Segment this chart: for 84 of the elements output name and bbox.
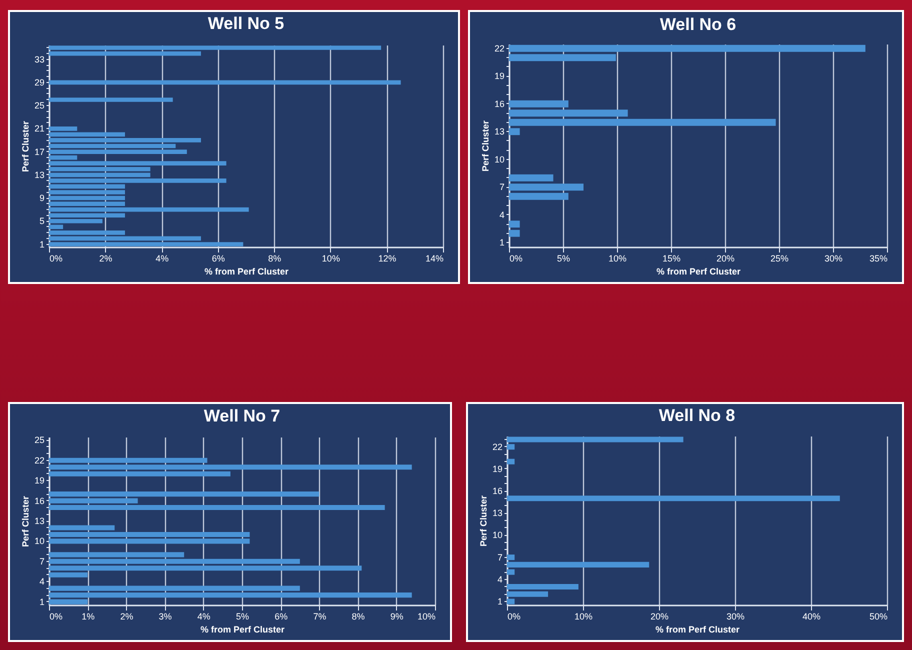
- y-axis-title: Perf Cluster: [20, 496, 30, 548]
- x-axis-title: % from Perf Cluster: [656, 266, 741, 276]
- x-tick-label: 15%: [662, 254, 681, 264]
- y-tick-label: 4: [499, 210, 504, 220]
- y-tick-label: 10: [34, 536, 44, 546]
- bar: [49, 599, 88, 604]
- y-axis-title: Perf Cluster: [478, 495, 488, 547]
- x-tick-label: 35%: [869, 254, 888, 264]
- y-tick-label: 7: [499, 182, 504, 192]
- y-tick-label: 9: [39, 193, 44, 204]
- x-tick-label: 0%: [50, 612, 63, 622]
- y-tick-label: 16: [34, 496, 44, 506]
- y-tick-label: 13: [492, 508, 502, 518]
- x-tick-label: 4%: [156, 254, 169, 264]
- x-tick-label: 10%: [322, 254, 340, 264]
- x-tick-label: 0%: [508, 612, 521, 622]
- chart-title: Well No 5: [208, 14, 284, 34]
- x-tick-label: 10%: [574, 612, 593, 622]
- x-axis-title: % from Perf Cluster: [655, 624, 740, 634]
- x-tick-label: 2%: [99, 254, 112, 264]
- y-tick-label: 29: [34, 77, 44, 88]
- y-tick-label: 33: [34, 54, 44, 64]
- bar: [49, 471, 230, 476]
- y-tick-label: 13: [494, 126, 504, 137]
- x-tick-label: 14%: [425, 254, 444, 264]
- x-tick-label: 25%: [770, 254, 789, 264]
- y-tick-label: 17: [34, 146, 44, 157]
- x-tick-label: 12%: [378, 254, 396, 264]
- y-tick-label: 19: [494, 71, 504, 82]
- y-tick-label: 13: [34, 516, 44, 526]
- y-tick-label: 10: [492, 530, 502, 540]
- x-axis-title: % from Perf Cluster: [204, 266, 289, 276]
- y-tick-label: 4: [497, 574, 502, 584]
- x-tick-label: 4%: [197, 612, 210, 622]
- x-tick-label: 8%: [268, 254, 282, 264]
- chart-title: Well No 8: [658, 406, 736, 425]
- chart-title: Well No 6: [660, 14, 736, 34]
- y-tick-label: 21: [34, 124, 44, 134]
- x-tick-label: 30%: [824, 254, 843, 264]
- y-tick-label: 25: [34, 435, 44, 446]
- x-tick-label: 6%: [212, 254, 225, 264]
- x-tick-label: 0%: [50, 254, 63, 264]
- chart-title: Well No 7: [204, 406, 280, 426]
- y-tick-label: 7: [39, 556, 44, 566]
- x-tick-label: 10%: [417, 612, 436, 622]
- x-tick-label: 20%: [650, 612, 669, 622]
- y-tick-label: 10: [494, 154, 504, 164]
- x-tick-label: 8%: [352, 612, 365, 622]
- y-tick-label: 1: [39, 239, 44, 250]
- x-tick-label: 1%: [82, 612, 95, 622]
- x-tick-label: 2%: [120, 612, 134, 622]
- y-tick-label: 16: [494, 98, 504, 109]
- y-tick-label: 25: [34, 100, 44, 111]
- x-tick-label: 20%: [716, 254, 735, 264]
- x-tick-label: 10%: [608, 254, 627, 264]
- y-tick-label: 22: [494, 43, 504, 54]
- bar: [49, 572, 88, 578]
- y-tick-label: 1: [39, 596, 44, 607]
- x-tick-label: 9%: [390, 612, 404, 622]
- x-axis-title: % from Perf Cluster: [200, 624, 285, 634]
- x-tick-label: 40%: [802, 612, 821, 622]
- y-tick-label: 5: [39, 216, 44, 226]
- bar: [49, 492, 320, 497]
- x-tick-label: 0%: [510, 254, 523, 264]
- y-tick-label: 22: [34, 455, 44, 466]
- y-axis-title: Perf Cluster: [20, 120, 30, 172]
- x-tick-label: 5%: [236, 612, 250, 622]
- bar: [49, 552, 184, 558]
- x-tick-label: 6%: [274, 612, 288, 622]
- y-axis-title: Perf Cluster: [480, 120, 490, 172]
- y-tick-label: 1: [499, 238, 504, 248]
- y-tick-label: 13: [34, 170, 44, 180]
- y-tick-label: 19: [492, 464, 502, 474]
- y-tick-label: 19: [34, 476, 44, 486]
- x-tick-label: 3%: [158, 612, 172, 622]
- y-tick-label: 1: [497, 596, 502, 606]
- y-tick-label: 7: [497, 552, 502, 562]
- y-tick-label: 16: [492, 486, 502, 496]
- x-tick-label: 7%: [313, 612, 326, 622]
- x-tick-label: 30%: [726, 612, 745, 622]
- x-tick-label: 5%: [556, 254, 570, 264]
- y-tick-label: 4: [39, 576, 44, 587]
- x-tick-label: 50%: [869, 612, 888, 622]
- y-tick-label: 22: [492, 442, 502, 452]
